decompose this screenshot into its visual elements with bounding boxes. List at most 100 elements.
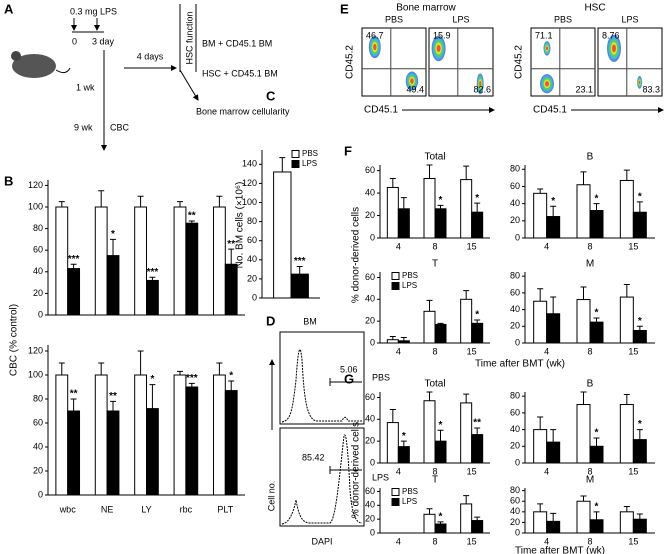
bar bbox=[589, 321, 604, 344]
y-tick-label: 60 bbox=[33, 417, 43, 427]
flow-plot-label: PBS bbox=[554, 14, 572, 24]
bar bbox=[434, 523, 447, 534]
wait-label: 4 days bbox=[137, 51, 164, 61]
y-tick-label: 20 bbox=[510, 441, 520, 451]
error-bar bbox=[389, 177, 396, 188]
y-tick-label: 40 bbox=[33, 266, 43, 276]
bar bbox=[576, 500, 591, 534]
x-tick-label: 8 bbox=[587, 241, 592, 251]
significance-label: * bbox=[638, 192, 642, 203]
condition-label: LPS bbox=[372, 472, 389, 482]
error-bar bbox=[474, 427, 481, 435]
time-label: 1 wk bbox=[76, 82, 95, 92]
bar bbox=[212, 374, 226, 496]
bar bbox=[423, 400, 436, 464]
error-bar bbox=[580, 391, 587, 405]
legend-label: PBS bbox=[402, 487, 418, 496]
error-bar bbox=[593, 203, 600, 211]
bar bbox=[67, 410, 81, 496]
error-bar bbox=[389, 408, 396, 423]
error-bar bbox=[58, 201, 65, 207]
y-tick-label: 60 bbox=[247, 235, 257, 245]
significance-label: *** bbox=[147, 267, 159, 278]
y-tick-label: 80 bbox=[33, 393, 43, 403]
error-bar bbox=[463, 165, 470, 180]
x-tick-label: rbc bbox=[180, 504, 193, 514]
histogram-frame bbox=[279, 427, 365, 527]
y-tick-label: 20 bbox=[510, 517, 520, 527]
quadrant-value: 23.1 bbox=[575, 84, 593, 94]
quadrant-value: 49.4 bbox=[406, 84, 424, 94]
histogram-curve bbox=[281, 434, 363, 525]
density-blob bbox=[410, 78, 414, 84]
error-bar bbox=[474, 202, 481, 213]
significance-label: ** bbox=[109, 391, 117, 402]
bar bbox=[619, 511, 634, 534]
y-tick-label: 120 bbox=[28, 180, 43, 190]
x-tick-label: 4 bbox=[396, 466, 401, 476]
density-blob bbox=[373, 43, 377, 51]
significance-label: * bbox=[439, 420, 443, 431]
y-tick-label: 20 bbox=[365, 210, 375, 220]
y-tick-label: 60 bbox=[510, 181, 520, 191]
bar bbox=[471, 211, 484, 239]
bar bbox=[212, 206, 226, 316]
x-tick-label: 15 bbox=[628, 466, 638, 476]
mouse-tail bbox=[55, 67, 71, 74]
density-blob bbox=[546, 46, 548, 51]
bar bbox=[94, 206, 108, 316]
y-tick-label: 0 bbox=[515, 337, 520, 347]
bar bbox=[290, 273, 309, 299]
quadrant-value: 46.7 bbox=[366, 30, 384, 40]
error-bar bbox=[426, 299, 433, 312]
bar bbox=[434, 323, 447, 344]
error-bar bbox=[400, 337, 407, 341]
error-bar bbox=[400, 197, 407, 209]
panel-letter: B bbox=[4, 173, 13, 188]
y-tick-label: 40 bbox=[365, 294, 375, 304]
error-bar bbox=[463, 393, 470, 403]
y-axis-label: % donor-derived cells bbox=[351, 207, 362, 303]
x-tick-label: 15 bbox=[628, 241, 638, 251]
significance-label: *** bbox=[186, 373, 198, 384]
error-bar bbox=[580, 286, 587, 300]
flow-plot-frame bbox=[597, 27, 663, 97]
bar bbox=[576, 299, 591, 344]
y-tick-label: 100 bbox=[242, 197, 257, 207]
x-tick-label: 15 bbox=[467, 346, 477, 356]
x-tick-label: 4 bbox=[544, 466, 549, 476]
flow-plot-label: PBS bbox=[385, 14, 403, 24]
y-tick-label: 80 bbox=[510, 164, 520, 174]
x-tick-label: NE bbox=[101, 504, 114, 514]
bar bbox=[619, 296, 634, 344]
y-tick-label: 20 bbox=[365, 316, 375, 326]
y-tick-label: 60 bbox=[365, 392, 375, 402]
bar bbox=[619, 404, 634, 464]
quadrant-value: 82.6 bbox=[473, 84, 491, 94]
error-bar bbox=[463, 290, 470, 300]
transplant-label: BM + CD45.1 BM bbox=[202, 38, 272, 48]
bar bbox=[576, 404, 591, 464]
bar bbox=[533, 511, 548, 534]
significance-label: * bbox=[475, 310, 479, 321]
bar bbox=[397, 446, 410, 464]
y-tick-label: 0 bbox=[370, 232, 375, 242]
y-tick-label: 40 bbox=[510, 424, 520, 434]
y-axis-label: CBC (% control) bbox=[9, 304, 20, 376]
error-bar bbox=[550, 512, 557, 522]
error-bar bbox=[426, 164, 433, 179]
chart-title: T bbox=[432, 475, 438, 486]
bar bbox=[619, 179, 634, 239]
significance-label: ** bbox=[188, 211, 196, 222]
y-tick-label: 20 bbox=[365, 514, 375, 524]
y-tick-label: 20 bbox=[510, 215, 520, 225]
y-tick-label: 40 bbox=[365, 500, 375, 510]
dose-label: 0.3 mg LPS bbox=[70, 6, 117, 16]
significance-label: * bbox=[551, 196, 555, 207]
error-bar bbox=[98, 190, 105, 207]
x-tick-label: 15 bbox=[467, 241, 477, 251]
bar bbox=[423, 177, 436, 239]
y-tick-label: 80 bbox=[510, 271, 520, 281]
hsc-function-label: HSC function bbox=[184, 11, 194, 64]
bar bbox=[106, 255, 120, 316]
